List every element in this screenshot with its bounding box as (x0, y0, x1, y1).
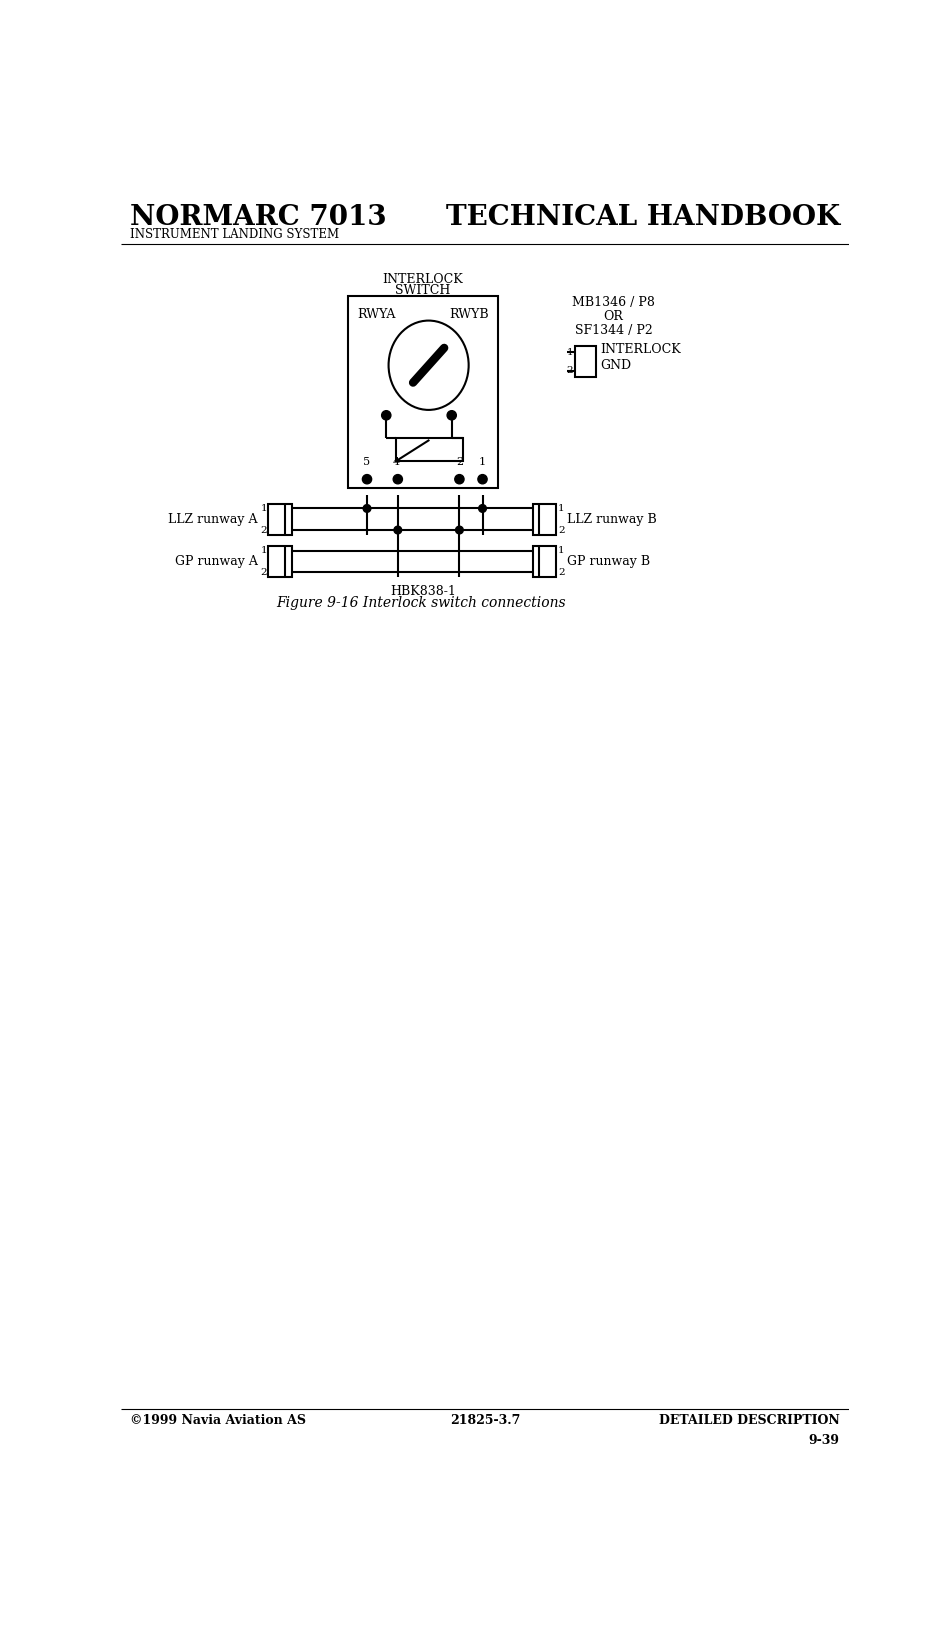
Text: LLZ runway B: LLZ runway B (568, 512, 657, 526)
Text: RWYA: RWYA (357, 308, 395, 322)
Text: TECHNICAL HANDBOOK: TECHNICAL HANDBOOK (446, 204, 840, 230)
Text: HBK838-1: HBK838-1 (390, 584, 456, 597)
Text: 1: 1 (567, 348, 573, 357)
Circle shape (394, 475, 402, 483)
Circle shape (381, 411, 391, 419)
Bar (534, 504, 556, 535)
Text: INTERLOCK: INTERLOCK (382, 273, 464, 286)
Circle shape (447, 411, 456, 419)
Text: INTERLOCK: INTERLOCK (601, 343, 681, 356)
Bar (348, 295, 498, 488)
Text: INSTRUMENT LANDING SYSTEM: INSTRUMENT LANDING SYSTEM (130, 228, 339, 242)
Circle shape (456, 526, 464, 534)
Bar (575, 346, 597, 377)
Text: 2: 2 (260, 568, 267, 576)
Circle shape (479, 504, 486, 512)
Text: MB1346 / P8: MB1346 / P8 (572, 295, 655, 308)
Text: 2: 2 (260, 526, 267, 535)
Text: 2: 2 (456, 457, 463, 467)
Circle shape (394, 526, 402, 534)
Text: 1: 1 (260, 547, 267, 555)
Bar (534, 547, 556, 578)
Text: ©1999 Navia Aviation AS: ©1999 Navia Aviation AS (130, 1413, 306, 1426)
Text: 21825-3.7: 21825-3.7 (449, 1413, 520, 1426)
Circle shape (363, 504, 371, 512)
Text: DETAILED DESCRIPTION: DETAILED DESCRIPTION (659, 1413, 840, 1426)
Text: Figure 9-16 Interlock switch connections: Figure 9-16 Interlock switch connections (276, 596, 566, 610)
Text: LLZ runway A: LLZ runway A (168, 512, 257, 526)
Text: SF1344 / P2: SF1344 / P2 (574, 323, 653, 336)
Text: 2: 2 (558, 568, 565, 576)
Bar (269, 504, 291, 535)
Text: 1: 1 (558, 547, 565, 555)
Text: 9-39: 9-39 (809, 1435, 840, 1448)
Text: GP runway B: GP runway B (568, 555, 650, 568)
Text: NORMARC 7013: NORMARC 7013 (130, 204, 387, 230)
Circle shape (455, 475, 464, 483)
Text: RWYB: RWYB (449, 308, 489, 322)
Circle shape (478, 475, 487, 483)
Text: 2: 2 (558, 526, 565, 535)
Text: 4: 4 (393, 457, 400, 467)
Ellipse shape (389, 320, 468, 410)
Text: 1: 1 (260, 504, 267, 512)
Text: SWITCH: SWITCH (395, 284, 450, 297)
Bar (396, 439, 464, 462)
Text: 1: 1 (479, 457, 486, 467)
Circle shape (362, 475, 372, 483)
Text: GP runway A: GP runway A (175, 555, 257, 568)
Text: GND: GND (601, 359, 631, 372)
Text: 2: 2 (567, 366, 573, 375)
Text: OR: OR (604, 310, 623, 323)
Text: 5: 5 (363, 457, 371, 467)
Bar (269, 547, 291, 578)
Text: 1: 1 (558, 504, 565, 512)
